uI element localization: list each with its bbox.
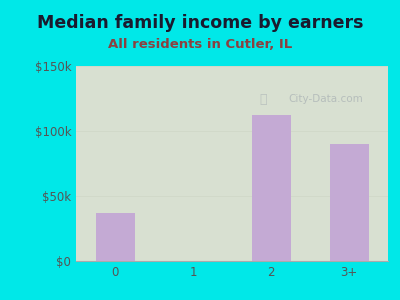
Text: ⦿: ⦿ [260,93,267,106]
Bar [252,116,290,261]
Text: City-Data.com: City-Data.com [288,94,363,104]
Bar [330,144,368,261]
Bar [96,213,134,261]
Text: All residents in Cutler, IL: All residents in Cutler, IL [108,38,292,50]
Text: Median family income by earners: Median family income by earners [37,14,363,32]
